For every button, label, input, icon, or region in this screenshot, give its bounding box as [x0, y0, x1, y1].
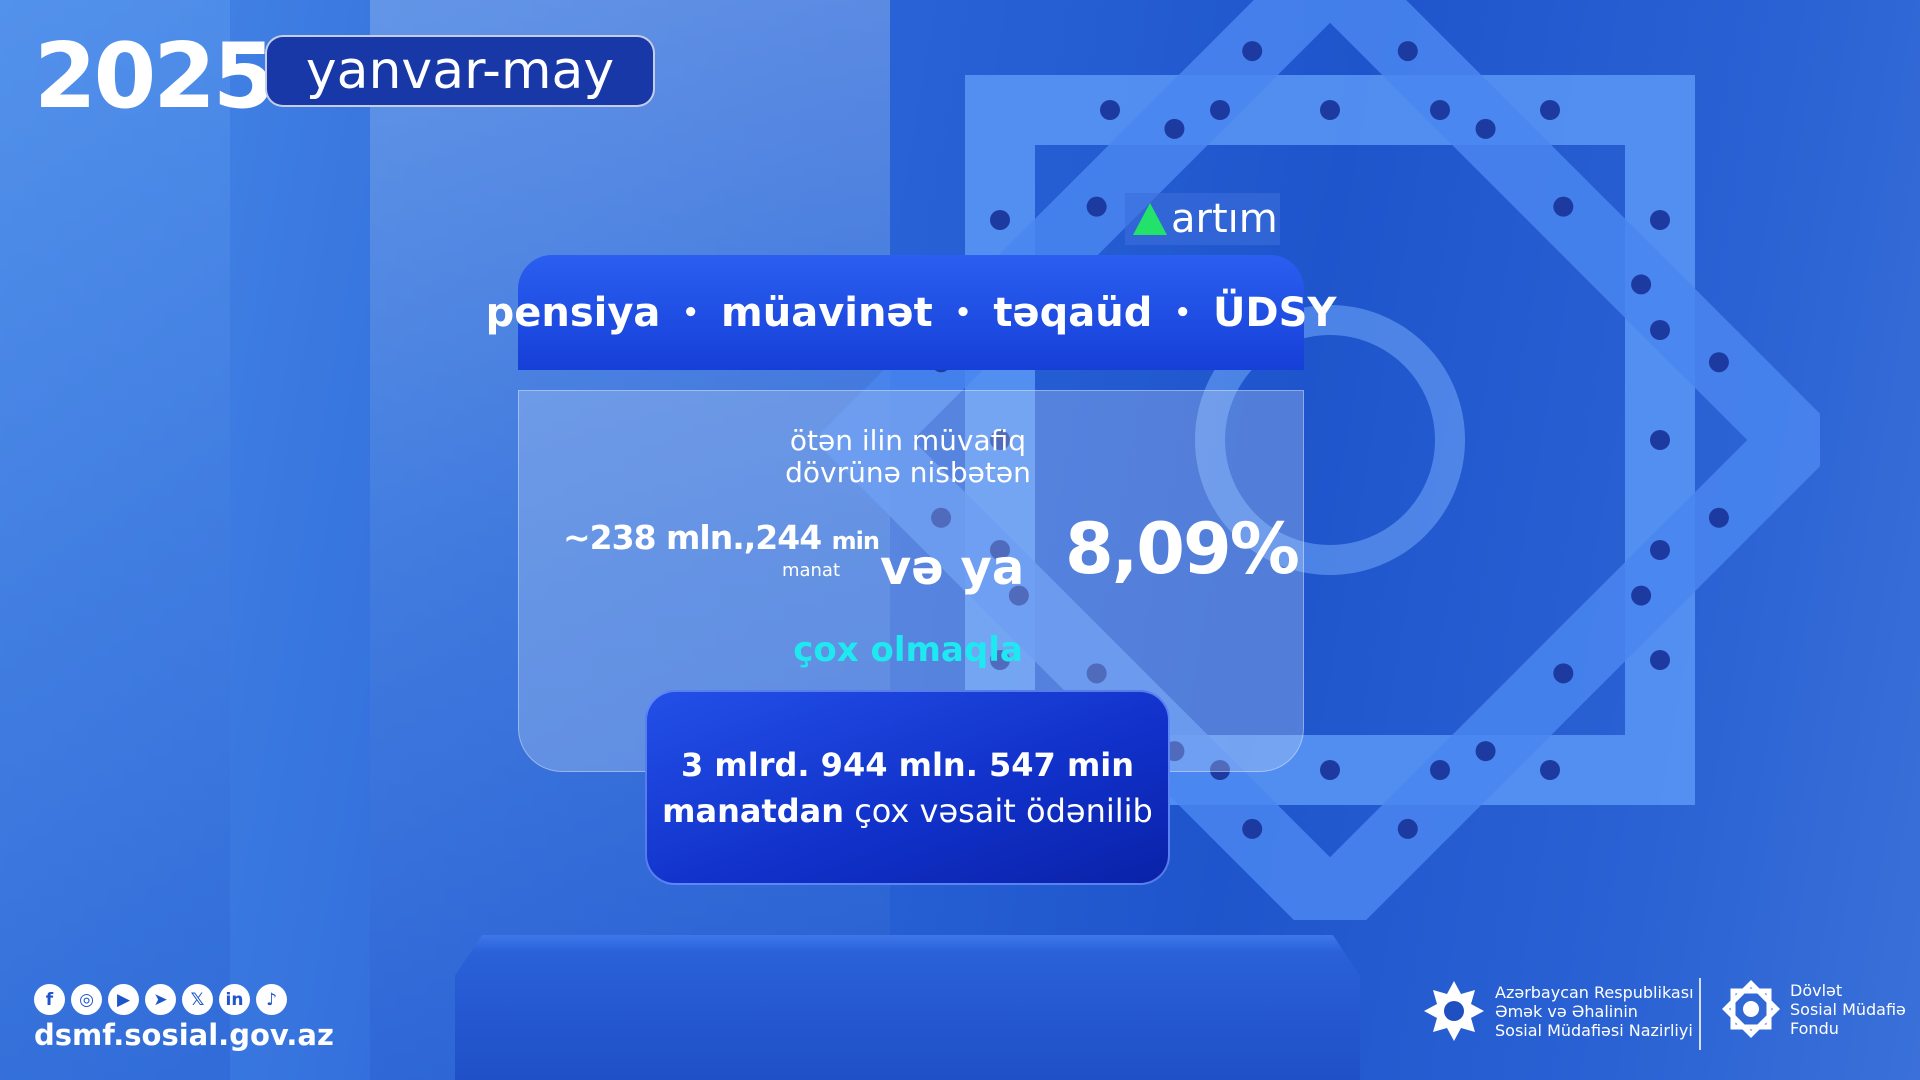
category: ÜDSY	[1212, 289, 1337, 336]
x-icon[interactable]: 𝕏	[182, 984, 213, 1015]
frame-dot	[1086, 196, 1107, 217]
frame-dot	[1650, 540, 1670, 560]
frame-dot	[990, 650, 1010, 670]
fund-name: Dövlət	[1790, 980, 1843, 1000]
frame-dot	[1086, 663, 1107, 684]
frame-dot	[1100, 100, 1120, 120]
background-panel	[370, 0, 890, 1080]
frame-dot	[990, 430, 1010, 450]
currency: manat	[781, 560, 840, 581]
category: təqaüd	[993, 289, 1153, 336]
frame-dot	[1164, 118, 1185, 139]
frame-dot	[1210, 100, 1230, 120]
social-links: f ◎ ▶ ➤ 𝕏 in ♪	[34, 984, 287, 1015]
pedestal	[455, 935, 1360, 1080]
frame-dot	[1631, 585, 1652, 606]
comparison-line: dövrünə nisbətən	[785, 456, 1031, 489]
frame-dot	[1430, 100, 1450, 120]
frame-dot	[1540, 100, 1560, 120]
amount-unit: min	[831, 527, 880, 555]
frame-dot	[1650, 210, 1670, 230]
frame-dot	[1210, 760, 1230, 780]
increase-label: artım	[1171, 196, 1278, 242]
frame-dot	[1650, 650, 1670, 670]
frame-dot	[1242, 41, 1263, 62]
facebook-icon[interactable]: f	[34, 984, 65, 1015]
increase-percent: 8,09%	[1065, 508, 1300, 590]
frame-dot	[1553, 196, 1574, 217]
fund-emblem-icon	[1722, 980, 1780, 1038]
connector: və ya	[880, 540, 1025, 596]
frame-dot	[1650, 320, 1670, 340]
ministry-logo: Azərbaycan Respublikası Əmək və Əhalinin…	[1423, 980, 1694, 1042]
total-description: manatdan çox vəsait ödənilib	[662, 788, 1153, 834]
comparison-line: ötən ilin müvafiq	[789, 424, 1027, 457]
frame-dot	[1650, 430, 1670, 450]
frame-dot	[931, 507, 952, 528]
frame-dot	[1475, 118, 1496, 139]
categories-bar: pensiya • müavinət • təqaüd • ÜDSY	[486, 255, 1336, 370]
frame-dot	[1631, 274, 1652, 295]
increase-amount: ~238 mln.,244 min	[563, 518, 880, 557]
separator: •	[682, 297, 700, 328]
frame-dot	[1242, 818, 1263, 839]
category: müavinət	[721, 289, 933, 336]
category: pensiya	[485, 289, 661, 336]
youtube-icon[interactable]: ▶	[108, 984, 139, 1015]
frame-dot	[1008, 585, 1029, 606]
decorative-star-frame	[820, 0, 1820, 920]
year: 2025	[34, 24, 275, 129]
fund-name: Sosial Müdafiə	[1790, 999, 1906, 1019]
frame-dot	[990, 540, 1010, 560]
up-triangle-icon	[1133, 203, 1167, 235]
divider	[1699, 978, 1701, 1050]
instagram-icon[interactable]: ◎	[71, 984, 102, 1015]
frame-dot	[1540, 760, 1560, 780]
website-link[interactable]: dsmf.sosial.gov.az	[34, 1018, 334, 1052]
frame-dot	[1397, 818, 1418, 839]
ministry-name: Sosial Müdafiəsi Nazirliyi	[1495, 1020, 1693, 1040]
period-badge: yanvar-may	[265, 35, 655, 107]
frame-dot	[1708, 507, 1729, 528]
ministry-name: Əmək və Əhalinin	[1495, 1001, 1638, 1021]
total-amount: 3 mlrd. 944 mln. 547 min	[680, 745, 1135, 784]
frame-dot	[990, 210, 1010, 230]
frame-dot	[1320, 760, 1340, 780]
frame-dot	[1320, 100, 1340, 120]
frame-dot	[1430, 760, 1450, 780]
separator: •	[954, 297, 972, 328]
amount-value: ~238 mln.,244	[563, 518, 822, 557]
comparison-text: ötən ilin müvafiq dövrünə nisbətən	[718, 425, 1098, 489]
tiktok-icon[interactable]: ♪	[256, 984, 287, 1015]
total-rest: çox vəsait ödənilib	[844, 791, 1153, 830]
frame-dot	[1553, 663, 1574, 684]
increase-badge: artım	[1125, 193, 1280, 245]
ministry-name: Azərbaycan Respublikası	[1495, 982, 1694, 1002]
frame-dot	[1708, 352, 1729, 373]
background-panel	[0, 0, 230, 1080]
total-paid-card: 3 mlrd. 944 mln. 547 min manatdan çox və…	[645, 690, 1170, 885]
fund-logo: Dövlət Sosial Müdafiə Fondu	[1722, 980, 1906, 1038]
frame-dot	[1475, 741, 1496, 762]
telegram-icon[interactable]: ➤	[145, 984, 176, 1015]
separator: •	[1174, 297, 1191, 328]
linkedin-icon[interactable]: in	[219, 984, 250, 1015]
ministry-emblem-icon	[1424, 981, 1484, 1041]
total-currency: manatdan	[662, 791, 845, 830]
increase-note: çox olmaqla	[793, 630, 1023, 670]
fund-name: Fondu	[1790, 1018, 1839, 1038]
frame-dot	[1397, 41, 1418, 62]
